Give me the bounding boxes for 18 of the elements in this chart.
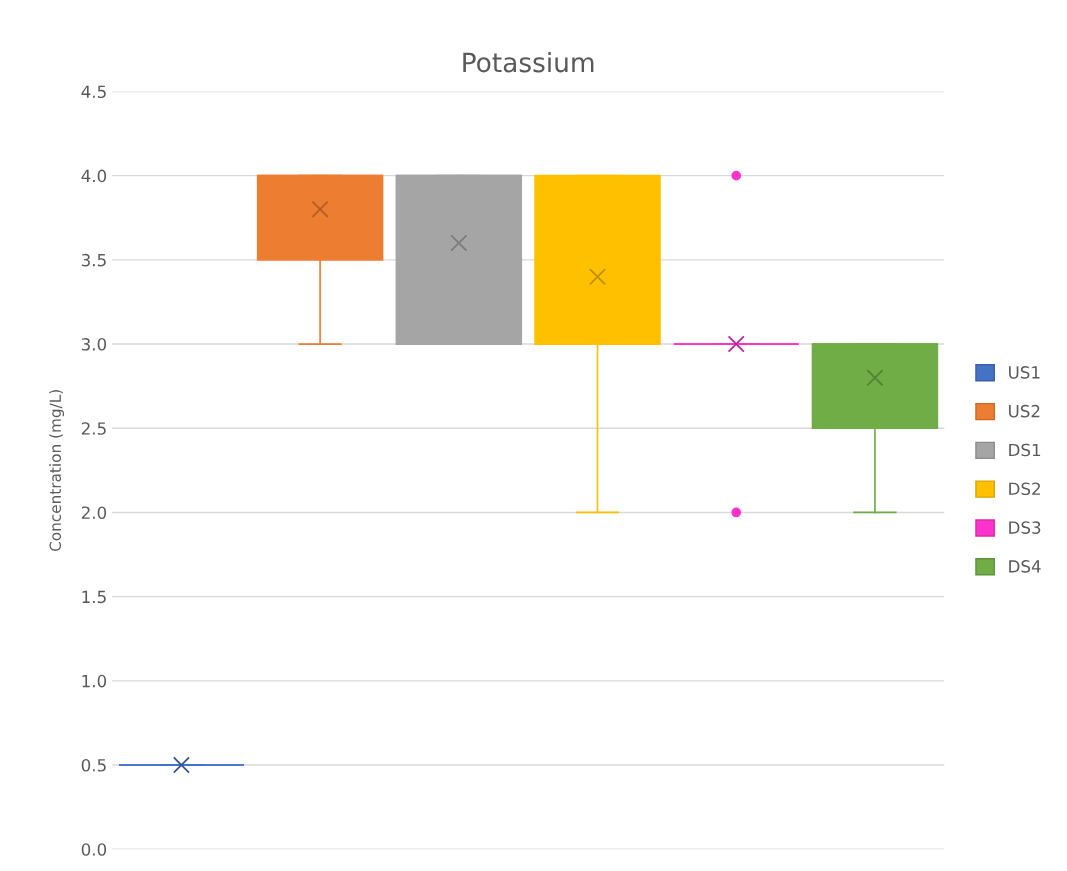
y-tick-label: 4.0: [81, 169, 107, 183]
y-tick-label: 1.5: [82, 590, 106, 604]
y-tick-label: 1.0: [82, 674, 107, 688]
legend-label: DS3: [1009, 521, 1041, 534]
y-tick-label: 2.5: [81, 422, 106, 435]
chart-title: Potassium: [463, 51, 594, 73]
y-tick-label: 0.5: [81, 758, 106, 772]
y-tick-label: 4.5: [81, 85, 106, 99]
legend-label: DS1: [1009, 443, 1041, 457]
y-axis-title: Concentration (mg/L): [49, 390, 64, 552]
legend-label: US1: [1009, 366, 1040, 379]
y-tick-label: 3.0: [81, 338, 107, 351]
legend-label: DS4: [1009, 560, 1041, 573]
y-tick-label: 2.0: [81, 506, 107, 520]
y-tick-label: 0.0: [81, 843, 107, 856]
y-tick-label: 3.5: [81, 253, 106, 267]
legend-label: US2: [1009, 404, 1040, 418]
legend-label: DS2: [1009, 482, 1040, 496]
